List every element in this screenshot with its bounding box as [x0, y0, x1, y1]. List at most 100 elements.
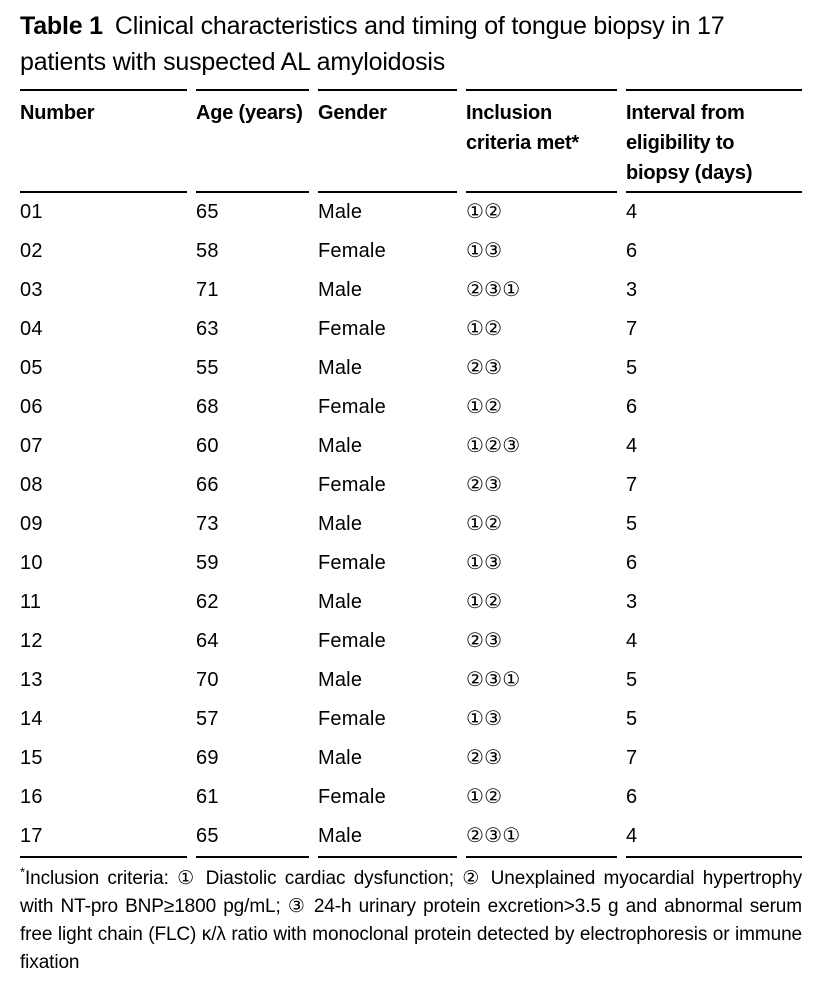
- table-cell: 5: [626, 513, 638, 535]
- table-cell: 5: [626, 669, 638, 691]
- header-row: Number Age (years) Gender Inclusion criteri…: [20, 89, 802, 193]
- table-cell: ①②: [466, 786, 503, 808]
- table-cell: Male: [318, 817, 457, 858]
- table-cell: 66: [196, 474, 219, 496]
- table-cell: 14: [20, 708, 43, 730]
- table-cell: 71: [196, 279, 219, 301]
- table-cell: 02: [20, 240, 43, 262]
- table-container: Number Age (years) Gender Inclusion criteri…: [11, 89, 811, 858]
- table-row: 02 58 Female ①③ 6: [20, 232, 802, 271]
- table-cell: 5: [626, 357, 638, 379]
- column-header-3: Gender: [318, 89, 457, 193]
- table-cell: 7: [626, 747, 638, 769]
- table-cell: Female: [318, 786, 386, 808]
- table-cell: 4: [626, 630, 638, 652]
- table-cell: ②③: [466, 474, 503, 496]
- table-cell: 07: [20, 435, 43, 457]
- table-cell: 3: [626, 279, 638, 301]
- table-cell: 65: [196, 817, 309, 858]
- column-header-2: Age (years): [196, 89, 309, 193]
- table-cell: 6: [626, 240, 638, 262]
- table-cell: Male: [318, 435, 363, 457]
- table-cell: 64: [196, 630, 219, 652]
- column-header-5: Interval from eligibility to biopsy (day…: [626, 89, 802, 193]
- table-cell: ①②: [466, 513, 503, 535]
- table-row: 13 70 Male ②③① 5: [20, 661, 802, 700]
- table-row: 01 65 Male ①② 4: [20, 193, 802, 232]
- table-cell: ②③①: [466, 669, 521, 691]
- table-cell: 57: [196, 708, 219, 730]
- table-row: 11 62 Male ①② 3: [20, 583, 802, 622]
- table-cell: 17: [20, 817, 187, 858]
- table-cell: Male: [318, 513, 363, 535]
- table-cell: 05: [20, 357, 43, 379]
- table-cell: 65: [196, 201, 219, 223]
- table-row: 09 73 Male ①② 5: [20, 505, 802, 544]
- table-row: 10 59 Female ①③ 6: [20, 544, 802, 583]
- table-cell: 12: [20, 630, 43, 652]
- table-cell: ②③: [466, 630, 503, 652]
- table-cell: Male: [318, 279, 363, 301]
- table-cell: 11: [20, 591, 42, 613]
- table-cell: ②③: [466, 747, 503, 769]
- table-cell: ①②: [466, 396, 503, 418]
- table-cell: 7: [626, 318, 638, 340]
- table-cell: ②③①: [466, 279, 521, 301]
- table-cell: Male: [318, 747, 363, 769]
- table-row: 03 71 Male ②③① 3: [20, 271, 802, 310]
- table-cell: 59: [196, 552, 219, 574]
- footnote-text: Inclusion criteria: ① Diastolic cardiac …: [20, 868, 802, 973]
- table-cell: Male: [318, 669, 363, 691]
- table-cell: 16: [20, 786, 43, 808]
- footnote-marker: *: [20, 864, 25, 880]
- table-caption: Table 1 Clinical characteristics and timi…: [20, 8, 802, 80]
- table-cell: 70: [196, 669, 219, 691]
- table-cell: Male: [318, 201, 363, 223]
- table-cell: 10: [20, 552, 43, 574]
- table-cell: Female: [318, 552, 386, 574]
- table-cell: ①②: [466, 318, 503, 340]
- table-cell: 58: [196, 240, 219, 262]
- patients-table: Number Age (years) Gender Inclusion criteri…: [11, 89, 811, 858]
- table-label: Table 1: [20, 12, 103, 40]
- table-footnote: *Inclusion criteria: ① Diastolic cardiac…: [20, 865, 802, 977]
- table-cell: ①③: [466, 240, 503, 262]
- table-row: 12 64 Female ②③ 4: [20, 622, 802, 661]
- table-cell: Female: [318, 630, 386, 652]
- table-cell: ①②: [466, 591, 503, 613]
- table-body: 01 65 Male ①② 4 02 58 Female ①③ 6 03 71 Male ②③① 3 04 63…: [20, 193, 802, 858]
- table-cell: 06: [20, 396, 43, 418]
- table-cell: Female: [318, 396, 386, 418]
- table-cell: ②③①: [466, 817, 617, 858]
- table-row: 08 66 Female ②③ 7: [20, 466, 802, 505]
- table-cell: 01: [20, 201, 43, 223]
- table-cell: Male: [318, 591, 363, 613]
- table-cell: 7: [626, 474, 638, 496]
- table-cell: 6: [626, 396, 638, 418]
- column-header-1: Number: [20, 89, 187, 193]
- table-cell: ②③: [466, 357, 503, 379]
- table-cell: 61: [196, 786, 219, 808]
- table-cell: Male: [318, 357, 363, 379]
- table-cell: 09: [20, 513, 43, 535]
- table-cell: Female: [318, 318, 386, 340]
- table-row: 06 68 Female ①② 6: [20, 388, 802, 427]
- table-cell: 04: [20, 318, 43, 340]
- caption-text: Clinical characteristics and timing of t…: [20, 12, 725, 76]
- table-cell: 15: [20, 747, 43, 769]
- table-cell: 69: [196, 747, 219, 769]
- table-cell: 73: [196, 513, 219, 535]
- table-cell: Female: [318, 708, 386, 730]
- table-cell: 4: [626, 817, 802, 858]
- table-row: 17 65 Male ②③① 4: [20, 817, 802, 858]
- table-cell: ①③: [466, 552, 503, 574]
- table-cell: 5: [626, 708, 638, 730]
- table-cell: Female: [318, 474, 386, 496]
- table-cell: Female: [318, 240, 386, 262]
- table-cell: ①②③: [466, 435, 521, 457]
- table-row: 14 57 Female ①③ 5: [20, 700, 802, 739]
- table-cell: ①③: [466, 708, 503, 730]
- table-cell: 55: [196, 357, 219, 379]
- table-cell: 60: [196, 435, 219, 457]
